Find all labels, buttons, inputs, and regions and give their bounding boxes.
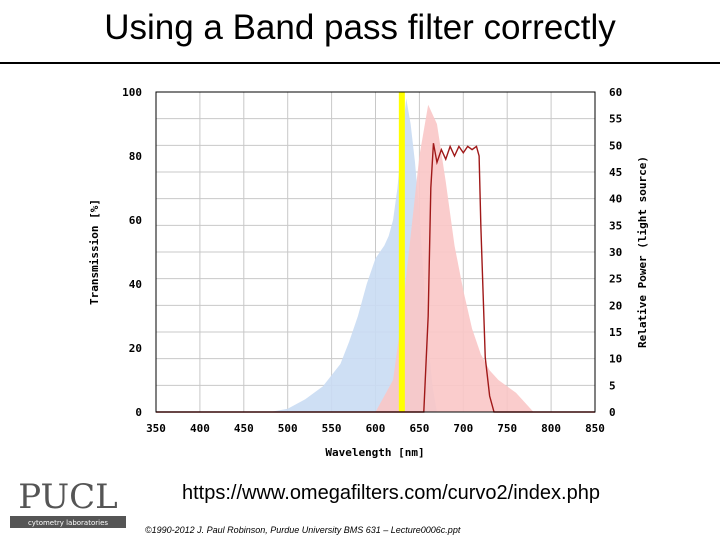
emission-spectrum [375,104,534,413]
y-tick-label: 0 [135,406,142,419]
y-tick-label: 20 [129,342,142,355]
y2-tick-label: 0 [609,406,616,419]
y2-tick-label: 20 [609,299,622,312]
x-tick-label: 450 [234,422,254,435]
x-tick-label: 400 [190,422,210,435]
y2-tick-label: 50 [609,139,622,152]
svg-text:PUCL: PUCL [18,477,118,517]
y2-tick-label: 60 [609,86,622,99]
y2-tick-label: 15 [609,326,622,339]
y2-tick-label: 40 [609,193,622,206]
svg-text:cytometry laboratories: cytometry laboratories [28,519,108,527]
y-tick-label: 100 [122,86,142,99]
x-tick-label: 850 [585,422,605,435]
slide-title: Using a Band pass filter correctly [104,8,616,47]
light-source-spectrum [156,98,437,413]
source-url: https://www.omegafilters.com/curvo2/inde… [182,482,600,504]
x-tick-label: 350 [146,422,166,435]
y2-tick-label: 45 [609,166,622,179]
y2-tick-label: 25 [609,273,622,286]
filter-transmission-curve [156,143,595,413]
x-tick-label: 800 [541,422,561,435]
y2-tick-label: 35 [609,219,622,232]
x-tick-label: 600 [366,422,386,435]
x-tick-label: 550 [322,422,342,435]
x-tick-label: 700 [453,422,473,435]
y2-tick-label: 55 [609,113,622,126]
pucl-logo: PUCL cytometry laboratories [10,472,126,530]
x-tick-label: 650 [409,422,429,435]
y2-axis-label: Relative Power (light source) [636,156,649,348]
y-tick-label: 80 [129,150,142,163]
y-tick-label: 60 [129,214,142,227]
y-axis-label: Transmission [%] [88,199,101,305]
y2-tick-label: 10 [609,353,622,366]
spectra [156,92,595,413]
copyright-footer: ©1990-2012 J. Paul Robinson, Purdue Univ… [145,525,461,535]
tick-labels: 350 400 450 500 550 600 650 700 750 800 8500204060… [122,86,622,435]
x-axis-label: Wavelength [nm] [325,446,424,459]
plot-border [155,91,596,413]
y-tick-label: 40 [129,278,142,291]
bandpass-chart: 350 400 450 500 550 600 650 700 750 800 8500204060… [88,86,649,459]
y2-tick-label: 30 [609,246,622,259]
x-tick-label: 750 [497,422,517,435]
x-tick-label: 500 [278,422,298,435]
title-divider [0,62,720,64]
y2-tick-label: 5 [609,379,616,392]
